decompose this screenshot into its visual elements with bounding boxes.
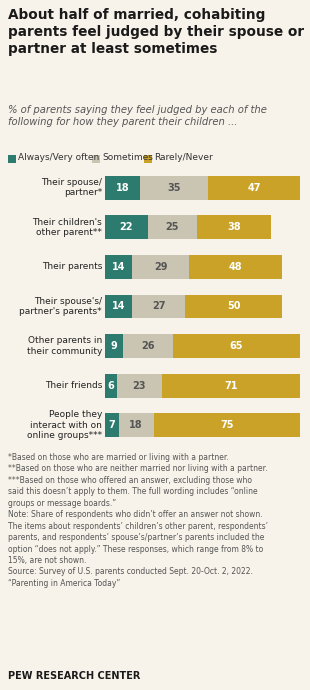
Text: 14: 14: [112, 262, 126, 272]
Text: 22: 22: [120, 222, 133, 233]
Text: 26: 26: [141, 341, 155, 351]
Bar: [92, 155, 100, 163]
Bar: [208, 176, 300, 199]
Bar: [132, 295, 185, 318]
Text: 27: 27: [152, 302, 165, 311]
Text: 14: 14: [112, 302, 126, 311]
Bar: [105, 255, 132, 279]
Bar: [122, 334, 173, 358]
Text: Their children's
other parent**: Their children's other parent**: [32, 217, 102, 237]
Text: 38: 38: [227, 222, 241, 233]
Text: Their parents: Their parents: [42, 262, 102, 271]
Text: 47: 47: [247, 183, 261, 193]
Text: 7: 7: [108, 420, 115, 430]
Bar: [162, 374, 300, 397]
Text: Their spouse/
partner*: Their spouse/ partner*: [41, 178, 102, 197]
Text: 9: 9: [110, 341, 117, 351]
Text: Their friends: Their friends: [45, 381, 102, 390]
Bar: [105, 413, 119, 437]
Bar: [105, 295, 132, 318]
Bar: [105, 374, 117, 397]
Bar: [189, 255, 282, 279]
Bar: [105, 215, 148, 239]
Bar: [197, 215, 271, 239]
Bar: [144, 155, 152, 163]
Bar: [173, 334, 300, 358]
Text: Their spouse's/
partner's parents*: Their spouse's/ partner's parents*: [19, 297, 102, 316]
Text: Rarely/Never: Rarely/Never: [154, 153, 213, 163]
Text: 50: 50: [227, 302, 241, 311]
Bar: [8, 155, 16, 163]
Bar: [105, 334, 122, 358]
Text: 71: 71: [224, 381, 237, 391]
Text: PEW RESEARCH CENTER: PEW RESEARCH CENTER: [8, 671, 140, 681]
Bar: [148, 215, 197, 239]
Text: About half of married, cohabiting
parents feel judged by their spouse or
partner: About half of married, cohabiting parent…: [8, 8, 304, 55]
Bar: [132, 255, 189, 279]
Text: % of parents saying they feel judged by each of the
following for how they paren: % of parents saying they feel judged by …: [8, 105, 267, 128]
Text: 35: 35: [167, 183, 181, 193]
Text: 23: 23: [132, 381, 146, 391]
Bar: [117, 374, 162, 397]
Text: 29: 29: [154, 262, 167, 272]
Bar: [119, 413, 154, 437]
Text: 18: 18: [129, 420, 143, 430]
Bar: [105, 176, 140, 199]
Text: People they
interact with on
online groups***: People they interact with on online grou…: [27, 411, 102, 440]
Text: Sometimes: Sometimes: [102, 153, 153, 163]
Text: *Based on those who are married or living with a partner.
**Based on those who a: *Based on those who are married or livin…: [8, 453, 268, 588]
Text: 75: 75: [220, 420, 234, 430]
Text: 25: 25: [166, 222, 179, 233]
Bar: [140, 176, 208, 199]
Text: Other parents in
their community: Other parents in their community: [27, 336, 102, 356]
Text: 6: 6: [108, 381, 114, 391]
Bar: [185, 295, 282, 318]
Text: 65: 65: [230, 341, 243, 351]
Text: 18: 18: [116, 183, 129, 193]
Text: 48: 48: [229, 262, 242, 272]
Bar: [154, 413, 300, 437]
Text: Always/Very often: Always/Very often: [18, 153, 99, 163]
